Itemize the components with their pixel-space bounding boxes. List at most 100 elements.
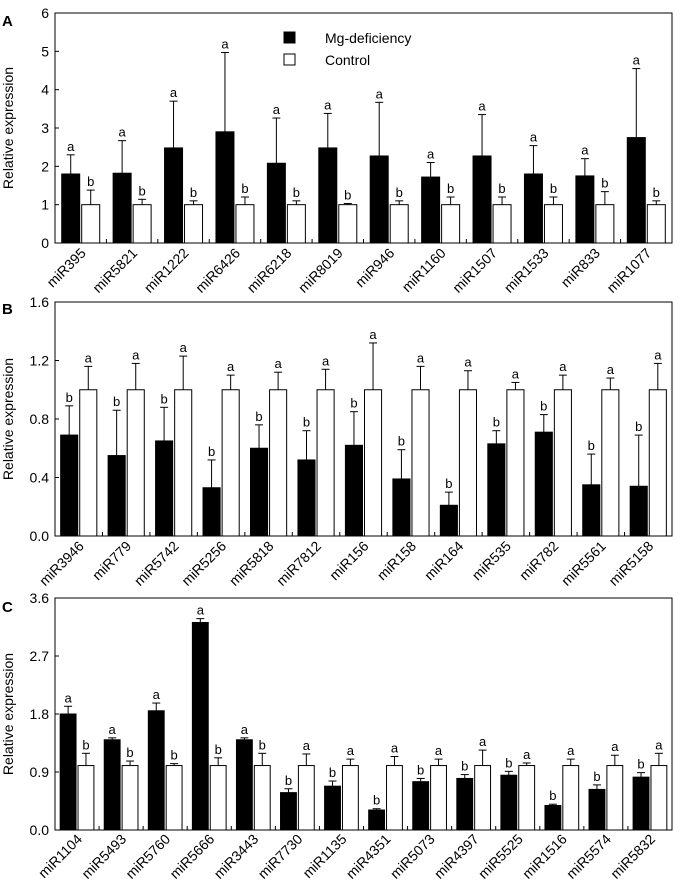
- control-bar: [184, 204, 204, 244]
- significance-letter: b: [285, 773, 292, 788]
- panel-letter: A: [2, 13, 13, 30]
- significance-letter: b: [635, 419, 642, 434]
- significance-letter: a: [417, 350, 425, 365]
- y-tick-label: 5: [41, 43, 49, 59]
- significance-letter: b: [498, 181, 505, 196]
- significance-letter: b: [398, 434, 405, 449]
- y-tick-label: 4: [41, 82, 49, 98]
- significance-letter: b: [493, 415, 500, 430]
- significance-letter: a: [530, 130, 538, 145]
- significance-letter: a: [85, 350, 93, 365]
- y-tick-label: 0: [41, 235, 49, 251]
- y-tick-label: 0.9: [30, 764, 50, 780]
- category-label: miR1077: [603, 245, 654, 296]
- category-label: miR1104: [35, 831, 85, 881]
- mg-bar: [487, 443, 506, 537]
- control-bar: [81, 204, 101, 244]
- mg-bar: [61, 173, 81, 244]
- mg-bar: [324, 785, 341, 831]
- significance-letter: a: [523, 747, 531, 762]
- category-label: miR5818: [226, 538, 277, 589]
- mg-bar: [235, 739, 253, 831]
- y-tick-label: 3: [41, 120, 49, 136]
- control-bar: [174, 389, 193, 537]
- significance-letter: b: [255, 409, 262, 424]
- significance-letter: b: [373, 793, 380, 808]
- control-bar: [411, 389, 430, 537]
- significance-letter: a: [275, 356, 283, 371]
- y-tick-label: 0.0: [30, 822, 50, 838]
- mg-bar: [60, 434, 79, 537]
- mg-bar: [112, 172, 132, 244]
- control-bar: [601, 389, 620, 537]
- control-bar: [648, 389, 667, 537]
- control-bar: [316, 389, 335, 537]
- significance-letter: b: [190, 185, 197, 200]
- mg-bar: [575, 175, 595, 244]
- significance-letter: b: [396, 185, 403, 200]
- category-label: miR5832: [607, 831, 658, 882]
- mg-bar: [439, 504, 458, 537]
- significance-letter: a: [221, 36, 229, 51]
- control-bar: [253, 765, 271, 831]
- significance-letter: a: [427, 147, 435, 162]
- y-tick-label: 2: [41, 158, 49, 174]
- y-tick-label: 1.2: [30, 353, 50, 369]
- significance-letter: a: [435, 743, 443, 758]
- y-axis-label: Relative expression: [0, 67, 16, 189]
- category-label: miR8019: [295, 245, 346, 296]
- category-label: miR5158: [605, 538, 656, 589]
- significance-letter: b: [208, 444, 215, 459]
- category-label: miR5821: [89, 245, 140, 296]
- significance-letter: a: [119, 125, 127, 140]
- mg-bar: [472, 155, 492, 244]
- category-label: miR5525: [475, 831, 526, 882]
- control-bar: [121, 765, 139, 831]
- mg-bar: [249, 447, 269, 537]
- control-bar: [209, 765, 227, 831]
- category-label: miR5256: [178, 538, 229, 589]
- significance-letter: b: [82, 737, 89, 752]
- category-label: miR1160: [399, 245, 449, 295]
- significance-letter: b: [241, 181, 248, 196]
- y-axis-label: Relative expression: [0, 358, 16, 480]
- mg-bar: [368, 809, 386, 831]
- category-label: miR1516: [519, 831, 570, 882]
- significance-letter: b: [593, 769, 600, 784]
- mg-bar: [215, 131, 235, 244]
- control-bar: [386, 765, 403, 831]
- significance-letter: a: [607, 362, 615, 377]
- control-bar: [595, 204, 615, 244]
- mg-bar: [500, 774, 518, 831]
- category-label: miR833: [558, 245, 604, 291]
- mg-bar: [588, 788, 606, 831]
- control-bar: [297, 765, 315, 831]
- significance-letter: b: [540, 399, 547, 414]
- significance-letter: b: [293, 185, 300, 200]
- y-tick-label: 2.7: [30, 648, 50, 664]
- significance-letter: b: [417, 762, 424, 777]
- control-bar: [165, 765, 183, 831]
- category-label: miR4397: [431, 831, 482, 882]
- mg-bar: [297, 459, 316, 537]
- y-tick-label: 0.8: [30, 411, 50, 427]
- significance-letter: a: [153, 687, 161, 702]
- category-label: miR946: [352, 245, 398, 291]
- mg-bar: [107, 455, 126, 537]
- significance-letter: b: [350, 396, 357, 411]
- category-label: miR535: [469, 538, 515, 584]
- category-label: miR395: [43, 245, 89, 291]
- significance-letter: a: [633, 53, 641, 68]
- mg-bar: [582, 484, 601, 537]
- significance-letter: b: [653, 185, 660, 200]
- control-bar: [474, 765, 492, 831]
- mg-bar: [164, 147, 184, 244]
- significance-letter: b: [160, 391, 167, 406]
- significance-letter: a: [64, 690, 72, 705]
- mg-bar: [392, 478, 411, 537]
- panel-letter: B: [2, 301, 13, 318]
- significance-letter: b: [329, 765, 336, 780]
- plot-frame: [54, 301, 673, 537]
- mg-bar: [629, 485, 648, 537]
